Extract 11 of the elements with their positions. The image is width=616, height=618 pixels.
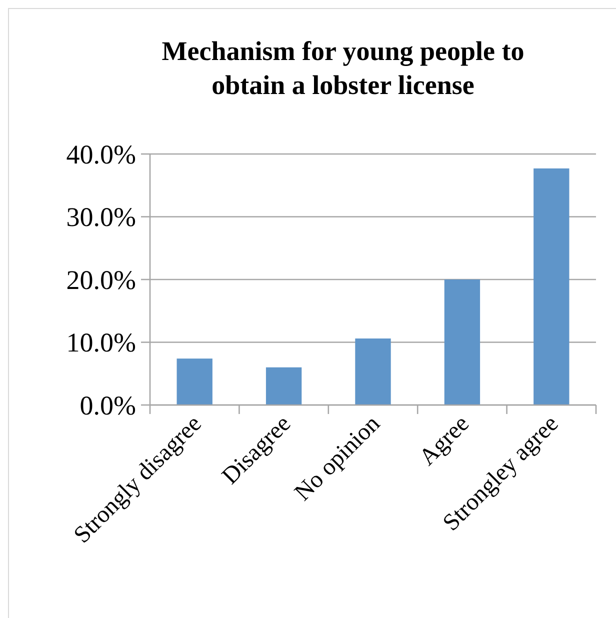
bar [266,367,302,405]
bar [444,280,480,405]
y-tick-label: 30.0% [66,202,136,232]
bar [355,338,391,405]
bar [534,168,570,405]
bar [176,358,212,405]
y-tick-label: 20.0% [66,264,136,295]
y-tick-label: 0.0% [80,390,136,420]
y-tick-label: 40.0% [66,139,136,170]
y-tick-label: 10.0% [66,328,136,358]
chart-title: Mechanism for young people to obtain a lobster license [162,36,524,100]
